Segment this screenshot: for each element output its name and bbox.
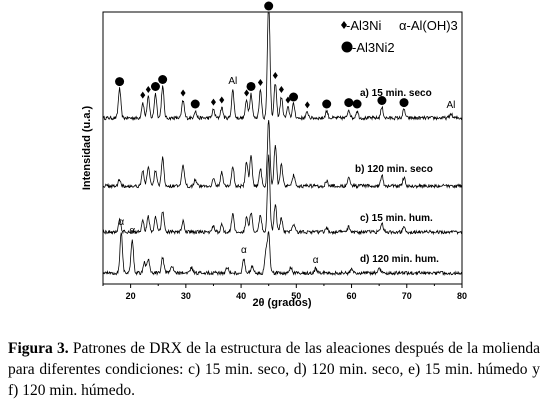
- peak-annotation: α: [118, 217, 124, 228]
- series-line-2: [102, 119, 463, 190]
- legend-label-al3ni: -Al3Ni: [346, 18, 382, 33]
- al3ni2-marker: [399, 98, 409, 108]
- al3ni2-marker: [264, 1, 274, 11]
- series-label: c) 15 min. hum.: [360, 213, 433, 224]
- al3ni-marker: [257, 79, 263, 86]
- plot-area: 20 30 40 50 60 70 80 a) 15 min. seco b) 120 min.…: [102, 1, 467, 301]
- x-tick-label: 80: [457, 291, 467, 301]
- series-label: b) 120 min. seco: [355, 164, 433, 175]
- legend: -Al3Ni α-Al(OH)3 -Al3Ni2: [341, 18, 458, 55]
- peak-annotation: Al: [447, 100, 456, 111]
- al3ni2-marker: [344, 98, 354, 108]
- legend-diamond-icon: [341, 21, 347, 29]
- series-line-4: [102, 230, 463, 277]
- al3ni-marker: [304, 101, 310, 109]
- al3ni-marker: [219, 96, 225, 104]
- al3ni2-marker: [322, 99, 332, 109]
- al3ni-marker: [244, 89, 250, 97]
- peak-annotation: α: [129, 225, 135, 236]
- al3ni-marker: [210, 98, 216, 106]
- al3ni-marker: [161, 76, 167, 84]
- al3ni2-marker: [115, 77, 125, 87]
- caption-text: Patrones de DRX de la estructura de las …: [8, 340, 540, 399]
- al3ni2-marker: [352, 99, 362, 109]
- al3ni-marker: [272, 71, 278, 79]
- al3ni-marker: [140, 91, 146, 99]
- al3ni-marker: [278, 85, 284, 93]
- x-axis-label: 2θ (grados): [252, 297, 311, 309]
- peak-annotation: α: [313, 255, 319, 266]
- al3ni2-marker: [289, 92, 299, 102]
- legend-circle-icon: [341, 41, 353, 53]
- x-tick-label: 20: [126, 291, 136, 301]
- xrd-figure: 20 30 40 50 60 70 80 a) 15 min. seco b) 120 min.…: [81, 1, 467, 309]
- x-tick-label: 30: [181, 291, 191, 301]
- al3ni2-marker: [190, 99, 200, 109]
- al3ni2-marker: [246, 81, 256, 91]
- series-label: d) 120 min. hum.: [360, 254, 439, 265]
- x-tick-label: 50: [291, 291, 301, 301]
- figure-caption: Figura 3. Patrones de DRX de la estructu…: [8, 338, 540, 401]
- al3ni-marker: [145, 85, 151, 93]
- peak-annotation: α: [241, 245, 247, 256]
- caption-label: Figura 3.: [8, 340, 69, 357]
- al3ni2-marker: [150, 82, 160, 91]
- x-tick-label: 60: [347, 291, 357, 301]
- y-axis-label: Intensidad (u.a.): [81, 105, 93, 190]
- legend-label-aloh3: α-Al(OH)3: [399, 18, 458, 33]
- peak-annotation: Al: [228, 76, 237, 87]
- legend-label-al3ni2: -Al3Ni2: [352, 40, 395, 55]
- x-tick-label: 40: [236, 291, 246, 301]
- series-label: a) 15 min. seco: [360, 88, 432, 99]
- x-tick-label: 70: [402, 291, 412, 301]
- al3ni-marker: [180, 89, 186, 97]
- series-line-1: [102, 12, 463, 122]
- series-line-3: [102, 154, 463, 236]
- al3ni2-marker: [377, 96, 387, 105]
- plot-frame: [102, 11, 463, 285]
